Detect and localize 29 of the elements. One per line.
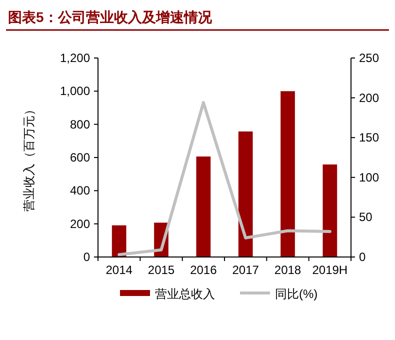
bar — [322, 164, 338, 257]
x-tick-label: 2015 — [148, 263, 175, 277]
y-tick-label: 400 — [70, 184, 90, 198]
y2-tick-label: 0 — [359, 250, 366, 264]
legend-label: 同比(%) — [275, 287, 318, 301]
line-series — [118, 101, 332, 256]
bar — [196, 156, 211, 257]
bar — [112, 225, 126, 257]
y2-tick-label: 100 — [359, 170, 380, 184]
y2-tick-label: 150 — [359, 130, 380, 145]
y-tick-label: 600 — [70, 150, 90, 164]
x-tick-label: 2014 — [106, 263, 133, 277]
x-tick-label: 2017 — [232, 263, 260, 277]
y-tick-label: 1,200 — [60, 51, 90, 65]
y-tick-label: 800 — [70, 117, 90, 132]
y2-tick-label: 200 — [359, 90, 380, 105]
y-tick-label: 1,000 — [60, 84, 90, 98]
bar — [280, 91, 295, 257]
x-tick-label: 2019H — [312, 263, 348, 277]
y-tick-label: 0 — [83, 250, 90, 264]
x-tick-label: 2018 — [274, 263, 302, 277]
y-axis-title: 营业收入（百万元） — [22, 104, 36, 212]
x-tick-label: 2016 — [190, 263, 218, 277]
legend-label: 营业总收入 — [155, 287, 215, 301]
bar — [238, 131, 253, 257]
y-tick-label: 200 — [70, 216, 90, 231]
y2-tick-label: 250 — [359, 51, 380, 65]
y2-tick-label: 50 — [359, 210, 373, 224]
chart-title: 图表5：公司营业收入及增速情况 — [8, 9, 213, 25]
